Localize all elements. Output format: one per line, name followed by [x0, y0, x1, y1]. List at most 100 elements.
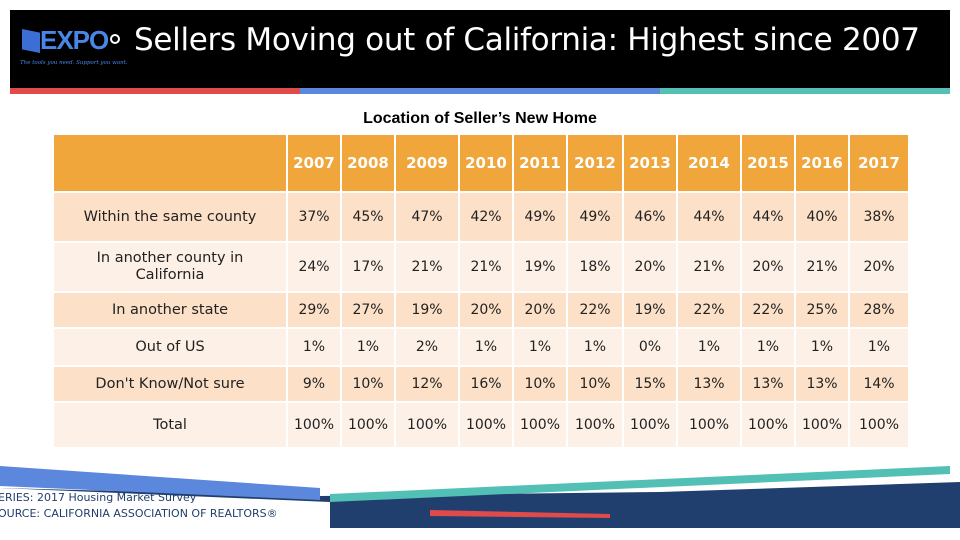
table-cell: 22% — [566, 291, 624, 329]
table-cell: 42% — [458, 191, 514, 243]
table-cell: 19% — [512, 241, 568, 293]
table-cell: 46% — [622, 191, 678, 243]
header-year: 2008 — [340, 133, 396, 193]
table-cell: 13% — [740, 365, 796, 403]
table-cell: 19% — [394, 291, 460, 329]
table-row: Don't Know/Not sure 9% 10% 12% 16% 10% 1… — [52, 365, 910, 403]
table-cell: 0% — [622, 327, 678, 367]
table-cell: 25% — [794, 291, 850, 329]
table-cell: 1% — [566, 327, 624, 367]
footer-series: ERIES: 2017 Housing Market Survey — [0, 491, 197, 504]
table-cell: 100% — [566, 401, 624, 449]
header-year: 2010 — [458, 133, 514, 193]
seller-location-table: 2007 2008 2009 2010 2011 2012 2013 2014 … — [52, 133, 910, 449]
table-cell: 1% — [286, 327, 342, 367]
table-cell: 19% — [622, 291, 678, 329]
header-year: 2016 — [794, 133, 850, 193]
table-cell: 1% — [794, 327, 850, 367]
table-cell: 15% — [622, 365, 678, 403]
header-year: 2012 — [566, 133, 624, 193]
table-cell: 47% — [394, 191, 460, 243]
row-label: In another county in California — [52, 241, 288, 293]
table-cell: 14% — [848, 365, 910, 403]
table-cell: 100% — [394, 401, 460, 449]
row-label: Out of US — [52, 327, 288, 367]
table-cell: 100% — [622, 401, 678, 449]
table-cell: 20% — [622, 241, 678, 293]
table-cell: 100% — [458, 401, 514, 449]
footer-red-band — [430, 510, 610, 518]
table-cell: 20% — [740, 241, 796, 293]
table-row: In another county in California 24% 17% … — [52, 241, 910, 293]
table-cell: 100% — [512, 401, 568, 449]
table-cell: 20% — [848, 241, 910, 293]
accent-stripe-blue — [300, 88, 660, 94]
table-cell: 10% — [512, 365, 568, 403]
flag-icon — [22, 29, 40, 53]
table-cell: 100% — [286, 401, 342, 449]
header-corner — [52, 133, 288, 193]
table-header-row: 2007 2008 2009 2010 2011 2012 2013 2014 … — [52, 133, 910, 193]
logo-tagline: The tools you need. Support you want. — [20, 60, 128, 66]
row-label: Within the same county — [52, 191, 288, 243]
table-cell: 44% — [740, 191, 796, 243]
table-cell: 13% — [794, 365, 850, 403]
table-cell: 21% — [676, 241, 742, 293]
header-year: 2013 — [622, 133, 678, 193]
row-label: In another state — [52, 291, 288, 329]
header-year: 2011 — [512, 133, 568, 193]
slide-title: Sellers Moving out of California: Highes… — [134, 22, 920, 58]
table-cell: 100% — [340, 401, 396, 449]
table-cell: 1% — [512, 327, 568, 367]
header-year: 2009 — [394, 133, 460, 193]
table-cell: 10% — [340, 365, 396, 403]
table-cell: 37% — [286, 191, 342, 243]
table-cell: 49% — [566, 191, 624, 243]
header-year: 2015 — [740, 133, 796, 193]
table-cell: 28% — [848, 291, 910, 329]
table-cell: 20% — [512, 291, 568, 329]
table-cell: 12% — [394, 365, 460, 403]
table-cell: 22% — [676, 291, 742, 329]
table-cell: 40% — [794, 191, 850, 243]
table-cell: 22% — [740, 291, 796, 329]
table-cell: 45% — [340, 191, 396, 243]
accent-stripe-teal — [660, 88, 950, 94]
table-row: Out of US 1% 1% 2% 1% 1% 1% 0% 1% 1% 1% … — [52, 327, 910, 367]
table-cell: 21% — [394, 241, 460, 293]
table-cell: 1% — [676, 327, 742, 367]
table-cell: 2% — [394, 327, 460, 367]
table-cell: 100% — [794, 401, 850, 449]
table-row: Within the same county 37% 45% 47% 42% 4… — [52, 191, 910, 243]
footer-source: OURCE: CALIFORNIA ASSOCIATION OF REALTOR… — [0, 507, 278, 520]
table-cell: 1% — [740, 327, 796, 367]
expo-logo: EXPO The tools you need. Support you wan… — [20, 22, 128, 78]
row-label: Total — [52, 401, 288, 449]
table-title: Location of Seller’s New Home — [363, 110, 597, 127]
table-cell: 10% — [566, 365, 624, 403]
header-year: 2017 — [848, 133, 910, 193]
table-row: In another state 29% 27% 19% 20% 20% 22%… — [52, 291, 910, 329]
table-cell: 20% — [458, 291, 514, 329]
table-cell: 100% — [740, 401, 796, 449]
slide-header: EXPO The tools you need. Support you wan… — [10, 10, 950, 88]
table-cell: 38% — [848, 191, 910, 243]
table-cell: 100% — [676, 401, 742, 449]
table-cell: 24% — [286, 241, 342, 293]
table-cell: 44% — [676, 191, 742, 243]
table-cell: 21% — [458, 241, 514, 293]
table-cell: 1% — [458, 327, 514, 367]
table-cell: 29% — [286, 291, 342, 329]
table-cell: 9% — [286, 365, 342, 403]
table-cell: 1% — [340, 327, 396, 367]
table-cell: 13% — [676, 365, 742, 403]
table-cell: 49% — [512, 191, 568, 243]
table-cell: 27% — [340, 291, 396, 329]
accent-stripe-red — [10, 88, 300, 94]
logo-text: EXPO — [40, 25, 109, 55]
table-row: Total 100% 100% 100% 100% 100% 100% 100%… — [52, 401, 910, 449]
table-cell: 17% — [340, 241, 396, 293]
logo-circle-icon — [110, 34, 120, 44]
table-cell: 21% — [794, 241, 850, 293]
header-year: 2014 — [676, 133, 742, 193]
